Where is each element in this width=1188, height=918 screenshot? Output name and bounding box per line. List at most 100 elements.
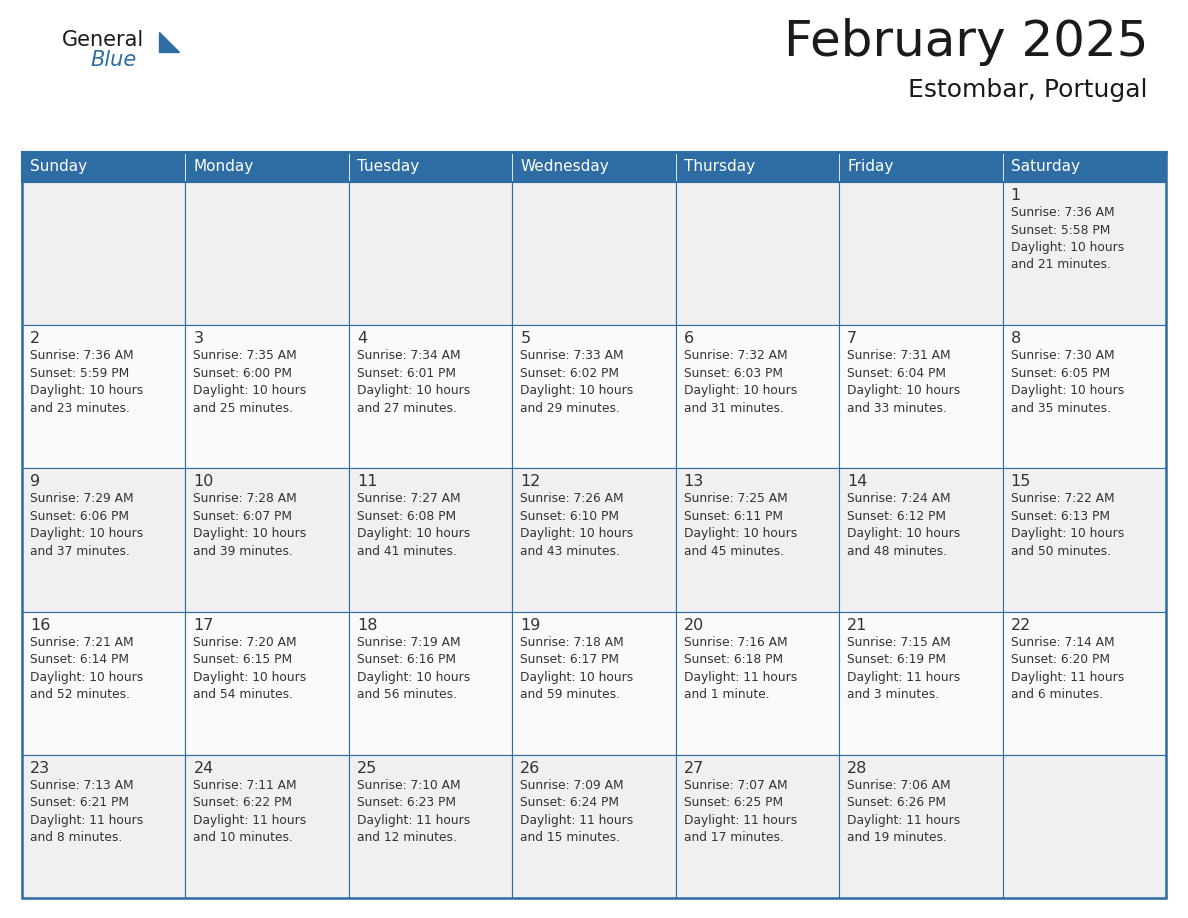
Text: Sunrise: 7:35 AM
Sunset: 6:00 PM
Daylight: 10 hours
and 25 minutes.: Sunrise: 7:35 AM Sunset: 6:00 PM Dayligh… [194,349,307,415]
FancyBboxPatch shape [839,182,1003,325]
Text: Sunrise: 7:15 AM
Sunset: 6:19 PM
Daylight: 11 hours
and 3 minutes.: Sunrise: 7:15 AM Sunset: 6:19 PM Dayligh… [847,635,960,701]
Text: Sunrise: 7:22 AM
Sunset: 6:13 PM
Daylight: 10 hours
and 50 minutes.: Sunrise: 7:22 AM Sunset: 6:13 PM Dayligh… [1011,492,1124,558]
Text: Sunrise: 7:25 AM
Sunset: 6:11 PM
Daylight: 10 hours
and 45 minutes.: Sunrise: 7:25 AM Sunset: 6:11 PM Dayligh… [684,492,797,558]
Text: Sunrise: 7:31 AM
Sunset: 6:04 PM
Daylight: 10 hours
and 33 minutes.: Sunrise: 7:31 AM Sunset: 6:04 PM Dayligh… [847,349,960,415]
Text: Thursday: Thursday [684,160,754,174]
Text: Sunday: Sunday [30,160,87,174]
FancyBboxPatch shape [512,152,676,182]
FancyBboxPatch shape [676,182,839,325]
Text: 6: 6 [684,331,694,346]
FancyBboxPatch shape [676,152,839,182]
FancyBboxPatch shape [1003,182,1165,325]
Text: General: General [62,30,144,50]
FancyBboxPatch shape [185,182,349,325]
Text: 16: 16 [30,618,50,633]
FancyBboxPatch shape [185,325,349,468]
Text: Sunrise: 7:13 AM
Sunset: 6:21 PM
Daylight: 11 hours
and 8 minutes.: Sunrise: 7:13 AM Sunset: 6:21 PM Dayligh… [30,778,144,845]
Text: Sunrise: 7:32 AM
Sunset: 6:03 PM
Daylight: 10 hours
and 31 minutes.: Sunrise: 7:32 AM Sunset: 6:03 PM Dayligh… [684,349,797,415]
FancyBboxPatch shape [676,468,839,611]
FancyBboxPatch shape [839,468,1003,611]
FancyBboxPatch shape [512,182,676,325]
Text: Sunrise: 7:14 AM
Sunset: 6:20 PM
Daylight: 11 hours
and 6 minutes.: Sunrise: 7:14 AM Sunset: 6:20 PM Dayligh… [1011,635,1124,701]
FancyBboxPatch shape [349,152,512,182]
Text: 2: 2 [30,331,40,346]
Text: 1: 1 [1011,188,1020,203]
FancyBboxPatch shape [1003,755,1165,898]
Text: 28: 28 [847,761,867,776]
Text: Sunrise: 7:27 AM
Sunset: 6:08 PM
Daylight: 10 hours
and 41 minutes.: Sunrise: 7:27 AM Sunset: 6:08 PM Dayligh… [356,492,470,558]
Text: 9: 9 [30,475,40,489]
Text: 20: 20 [684,618,704,633]
Text: Sunrise: 7:19 AM
Sunset: 6:16 PM
Daylight: 10 hours
and 56 minutes.: Sunrise: 7:19 AM Sunset: 6:16 PM Dayligh… [356,635,470,701]
FancyBboxPatch shape [512,325,676,468]
Text: Sunrise: 7:30 AM
Sunset: 6:05 PM
Daylight: 10 hours
and 35 minutes.: Sunrise: 7:30 AM Sunset: 6:05 PM Dayligh… [1011,349,1124,415]
FancyBboxPatch shape [185,468,349,611]
Text: 18: 18 [356,618,378,633]
FancyBboxPatch shape [349,182,512,325]
Text: 8: 8 [1011,331,1020,346]
FancyBboxPatch shape [23,325,185,468]
Text: Sunrise: 7:07 AM
Sunset: 6:25 PM
Daylight: 11 hours
and 17 minutes.: Sunrise: 7:07 AM Sunset: 6:25 PM Dayligh… [684,778,797,845]
Text: Sunrise: 7:10 AM
Sunset: 6:23 PM
Daylight: 11 hours
and 12 minutes.: Sunrise: 7:10 AM Sunset: 6:23 PM Dayligh… [356,778,470,845]
FancyBboxPatch shape [1003,325,1165,468]
FancyBboxPatch shape [512,611,676,755]
Text: 14: 14 [847,475,867,489]
FancyBboxPatch shape [349,611,512,755]
FancyBboxPatch shape [349,325,512,468]
FancyBboxPatch shape [676,325,839,468]
Text: Sunrise: 7:24 AM
Sunset: 6:12 PM
Daylight: 10 hours
and 48 minutes.: Sunrise: 7:24 AM Sunset: 6:12 PM Dayligh… [847,492,960,558]
Text: Monday: Monday [194,160,254,174]
FancyBboxPatch shape [839,152,1003,182]
FancyBboxPatch shape [23,468,185,611]
Text: 7: 7 [847,331,858,346]
Text: 27: 27 [684,761,704,776]
Text: 13: 13 [684,475,704,489]
Text: Sunrise: 7:28 AM
Sunset: 6:07 PM
Daylight: 10 hours
and 39 minutes.: Sunrise: 7:28 AM Sunset: 6:07 PM Dayligh… [194,492,307,558]
Text: Saturday: Saturday [1011,160,1080,174]
Text: 3: 3 [194,331,203,346]
Text: Sunrise: 7:36 AM
Sunset: 5:58 PM
Daylight: 10 hours
and 21 minutes.: Sunrise: 7:36 AM Sunset: 5:58 PM Dayligh… [1011,206,1124,272]
Text: Sunrise: 7:34 AM
Sunset: 6:01 PM
Daylight: 10 hours
and 27 minutes.: Sunrise: 7:34 AM Sunset: 6:01 PM Dayligh… [356,349,470,415]
FancyBboxPatch shape [1003,611,1165,755]
FancyBboxPatch shape [23,152,185,182]
Text: 15: 15 [1011,475,1031,489]
FancyBboxPatch shape [185,611,349,755]
Text: 12: 12 [520,475,541,489]
FancyBboxPatch shape [512,468,676,611]
Text: 19: 19 [520,618,541,633]
Text: Estombar, Portugal: Estombar, Portugal [909,78,1148,102]
FancyBboxPatch shape [1003,152,1165,182]
Text: Sunrise: 7:06 AM
Sunset: 6:26 PM
Daylight: 11 hours
and 19 minutes.: Sunrise: 7:06 AM Sunset: 6:26 PM Dayligh… [847,778,960,845]
Text: Sunrise: 7:20 AM
Sunset: 6:15 PM
Daylight: 10 hours
and 54 minutes.: Sunrise: 7:20 AM Sunset: 6:15 PM Dayligh… [194,635,307,701]
Text: Sunrise: 7:26 AM
Sunset: 6:10 PM
Daylight: 10 hours
and 43 minutes.: Sunrise: 7:26 AM Sunset: 6:10 PM Dayligh… [520,492,633,558]
FancyBboxPatch shape [23,755,185,898]
Text: Sunrise: 7:16 AM
Sunset: 6:18 PM
Daylight: 11 hours
and 1 minute.: Sunrise: 7:16 AM Sunset: 6:18 PM Dayligh… [684,635,797,701]
Text: Sunrise: 7:21 AM
Sunset: 6:14 PM
Daylight: 10 hours
and 52 minutes.: Sunrise: 7:21 AM Sunset: 6:14 PM Dayligh… [30,635,144,701]
Text: Wednesday: Wednesday [520,160,609,174]
Text: 11: 11 [356,475,378,489]
FancyBboxPatch shape [349,468,512,611]
Text: 4: 4 [356,331,367,346]
FancyBboxPatch shape [512,755,676,898]
Text: 21: 21 [847,618,867,633]
Text: Sunrise: 7:29 AM
Sunset: 6:06 PM
Daylight: 10 hours
and 37 minutes.: Sunrise: 7:29 AM Sunset: 6:06 PM Dayligh… [30,492,144,558]
Text: 5: 5 [520,331,530,346]
Text: Tuesday: Tuesday [356,160,419,174]
FancyBboxPatch shape [23,611,185,755]
Text: Sunrise: 7:11 AM
Sunset: 6:22 PM
Daylight: 11 hours
and 10 minutes.: Sunrise: 7:11 AM Sunset: 6:22 PM Dayligh… [194,778,307,845]
Text: Sunrise: 7:09 AM
Sunset: 6:24 PM
Daylight: 11 hours
and 15 minutes.: Sunrise: 7:09 AM Sunset: 6:24 PM Dayligh… [520,778,633,845]
FancyBboxPatch shape [676,755,839,898]
Text: 25: 25 [356,761,377,776]
FancyBboxPatch shape [23,182,185,325]
FancyBboxPatch shape [839,755,1003,898]
FancyBboxPatch shape [185,152,349,182]
Text: February 2025: February 2025 [784,18,1148,66]
Text: Blue: Blue [90,50,137,70]
Text: 22: 22 [1011,618,1031,633]
FancyBboxPatch shape [839,611,1003,755]
Text: Sunrise: 7:36 AM
Sunset: 5:59 PM
Daylight: 10 hours
and 23 minutes.: Sunrise: 7:36 AM Sunset: 5:59 PM Dayligh… [30,349,144,415]
Text: 17: 17 [194,618,214,633]
Text: Sunrise: 7:33 AM
Sunset: 6:02 PM
Daylight: 10 hours
and 29 minutes.: Sunrise: 7:33 AM Sunset: 6:02 PM Dayligh… [520,349,633,415]
Text: 10: 10 [194,475,214,489]
FancyBboxPatch shape [349,755,512,898]
